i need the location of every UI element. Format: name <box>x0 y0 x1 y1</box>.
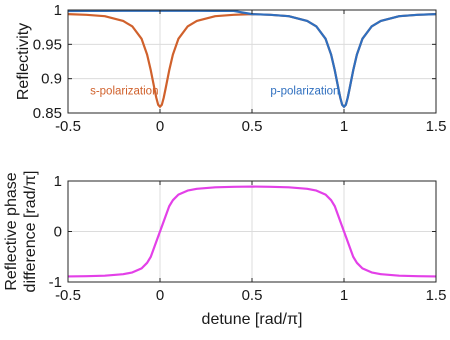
y-tick-label: 1 <box>54 2 62 19</box>
x-tick-label: -0.5 <box>55 118 81 135</box>
x-tick-label: 1.5 <box>426 287 447 304</box>
x-tick-label: 0 <box>156 287 164 304</box>
x-tick-label: 0 <box>156 118 164 135</box>
y-axis-title: Reflective phase difference [rad/π] <box>3 171 39 293</box>
x-axis-title: detune [rad/π] <box>202 311 303 328</box>
y-tick-label: 0.95 <box>33 36 62 53</box>
reflectivity-panel: -0.5 0 0.5 1 1.5 0.85 0.9 0.95 1 s-polarization p-… <box>15 2 446 135</box>
x-tick-label: -0.5 <box>55 287 81 304</box>
y-axis-title: Reflectivity <box>15 23 32 100</box>
y-axis-title-line: difference [rad/π] <box>22 171 39 293</box>
y-axis-title-line: Reflective phase <box>3 172 20 290</box>
y-tick-label: 0.85 <box>33 105 62 122</box>
x-tick-label: 1.5 <box>426 118 447 135</box>
series-annotation: p-polarization <box>270 85 339 97</box>
y-tick-label: 0 <box>54 224 62 241</box>
x-tick-label: 1 <box>340 287 348 304</box>
phase-difference-line <box>67 185 437 278</box>
phase-difference-panel: -0.5 0 0.5 1 1.5 -1 0 1 Reflective phase differen… <box>3 171 446 328</box>
y-tick-label: 1 <box>54 173 62 190</box>
p-polarization-line <box>67 9 437 108</box>
y-tick-label: -1 <box>49 274 62 291</box>
series-annotation: s-polarization <box>90 85 158 97</box>
y-tick-label: 0.9 <box>41 71 62 88</box>
x-tick-label: 1 <box>340 118 348 135</box>
x-tick-label: 0.5 <box>242 118 263 135</box>
x-tick-label: 0.5 <box>242 287 263 304</box>
